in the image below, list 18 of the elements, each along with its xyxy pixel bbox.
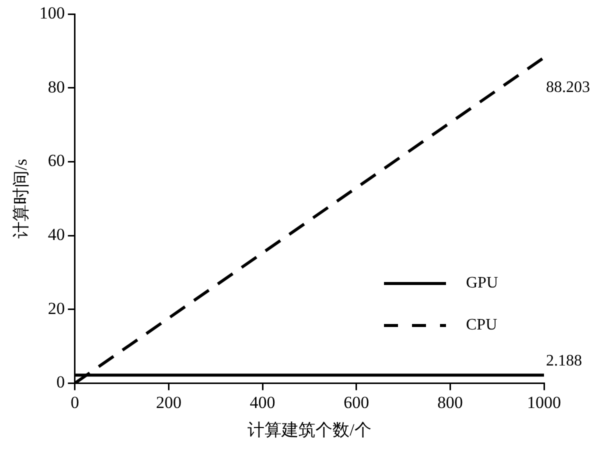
- data-label: 2.188: [546, 352, 582, 370]
- y-tick-label: 0: [56, 372, 65, 392]
- y-tick-label: 80: [48, 77, 65, 96]
- y-tick-label: 20: [48, 298, 65, 318]
- y-tick-label: 100: [39, 3, 65, 22]
- legend-label: GPU: [466, 274, 498, 292]
- x-axis-title: 计算建筑个数/个: [248, 420, 372, 440]
- x-tick-label: 800: [437, 392, 463, 412]
- x-tick-label: 600: [344, 392, 370, 412]
- data-label: 88.203: [546, 78, 590, 96]
- y-tick-label: 60: [48, 151, 65, 170]
- x-tick-label: 200: [156, 392, 182, 412]
- y-axis-title: 计算时间/s: [12, 158, 31, 238]
- x-tick-label: 0: [70, 392, 80, 412]
- x-tick-label: 1000: [527, 392, 561, 412]
- x-tick-label: 400: [250, 392, 276, 412]
- legend-label: CPU: [466, 316, 498, 334]
- y-tick-label: 40: [48, 224, 65, 244]
